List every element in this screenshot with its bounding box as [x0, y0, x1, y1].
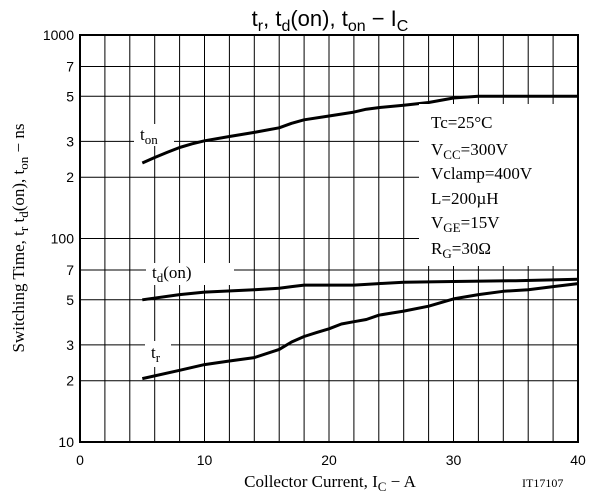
cond-rg-r: R	[431, 239, 443, 258]
label-bg-tdon	[146, 263, 234, 285]
data-series	[141, 94, 579, 381]
chart-title: tr, td(on), ton − IC	[252, 6, 409, 35]
y-tick-label: 2	[66, 373, 74, 389]
tdon-t: t	[152, 263, 157, 282]
title-sep-2: (on), t	[290, 6, 347, 31]
ylabel-sub-d: d	[16, 211, 31, 218]
cond-rg-sub: G	[442, 246, 451, 261]
cond-vge-sub: GE	[443, 220, 460, 235]
y-tick-label: 10	[58, 434, 74, 450]
conditions-text: Tc=25°C VCC=300V Vclamp=400V L=200µH VGE…	[431, 113, 536, 261]
y-tick-labels: 1000 7 5 3 2 100 7 5 3 2 10	[43, 27, 74, 450]
y-tick-label: 100	[51, 231, 75, 247]
series-label-tdon: td(on)	[152, 263, 192, 285]
ylabel-sub-on: on	[16, 156, 31, 170]
x-tick-label: 0	[76, 452, 84, 468]
y-tick-label: 3	[66, 133, 74, 149]
tr-sub: r	[156, 350, 161, 365]
cond-vcc-v: V	[431, 140, 444, 159]
y-tick-label: 7	[66, 262, 74, 278]
series-line-ton	[141, 94, 578, 165]
figure-code: IT17107	[522, 476, 563, 490]
title-sep-3: − I	[366, 6, 397, 31]
title-sub-d: d	[281, 18, 290, 35]
cond-vge-v: V	[431, 213, 444, 232]
cond-temp: Tc=25°C	[431, 113, 492, 132]
tdon-sub: d	[157, 270, 164, 285]
y-tick-label: 5	[66, 292, 74, 308]
cond-rg-val: =30Ω	[452, 239, 491, 258]
label-bg-ton	[134, 124, 174, 146]
ylabel-sub-r: r	[16, 226, 31, 231]
ylabel-part4: − ns	[9, 124, 28, 157]
ton-t: t	[140, 125, 145, 144]
series-line-tr	[141, 282, 579, 381]
x-tick-label: 10	[197, 452, 213, 468]
x-tick-labels: 0 10 20 30 40	[76, 452, 586, 468]
xlabel-sub: C	[378, 479, 387, 494]
title-sub-c: C	[397, 18, 409, 35]
ylabel-part2: t	[9, 218, 28, 227]
y-tick-label: 5	[66, 88, 74, 104]
ylabel-part3: (on), t	[9, 169, 28, 211]
cond-vcc-sub: CC	[443, 147, 460, 162]
x-tick-label: 20	[321, 452, 337, 468]
xlabel-text: Collector Current, I	[244, 472, 378, 491]
ton-sub: on	[145, 132, 159, 147]
y-tick-label: 3	[66, 337, 74, 353]
y-tick-label: 7	[66, 59, 74, 75]
y-axis-label: Switching Time, tr td(on), ton − ns	[9, 124, 31, 353]
cond-vge-val: =15V	[461, 213, 501, 232]
title-sub-r: r	[258, 18, 264, 35]
x-axis-label: Collector Current, IC − A	[244, 472, 416, 494]
series-label-tr: tr	[151, 343, 161, 365]
cond-vclamp: Vclamp=400V	[431, 164, 533, 183]
tdon-post: (on)	[163, 263, 191, 282]
tr-t: t	[151, 343, 156, 362]
y-tick-label: 1000	[43, 27, 74, 43]
series-line-tdon	[142, 277, 579, 302]
cond-l: L=200µH	[431, 189, 499, 208]
cond-vcc-val: =300V	[461, 140, 509, 159]
x-tick-label: 40	[570, 452, 586, 468]
ylabel-part1: Switching Time, t	[9, 231, 28, 353]
title-sep-1: , t	[263, 6, 281, 31]
label-bg-tr	[145, 341, 171, 367]
x-tick-label: 30	[446, 452, 462, 468]
title-t: t	[252, 6, 258, 31]
conditions-box	[419, 104, 577, 266]
xlabel-unit: − A	[386, 472, 416, 491]
plot-frame	[79, 34, 579, 443]
series-label-ton: ton	[140, 125, 158, 147]
title-sub-on: on	[348, 18, 366, 35]
y-tick-label: 2	[66, 169, 74, 185]
